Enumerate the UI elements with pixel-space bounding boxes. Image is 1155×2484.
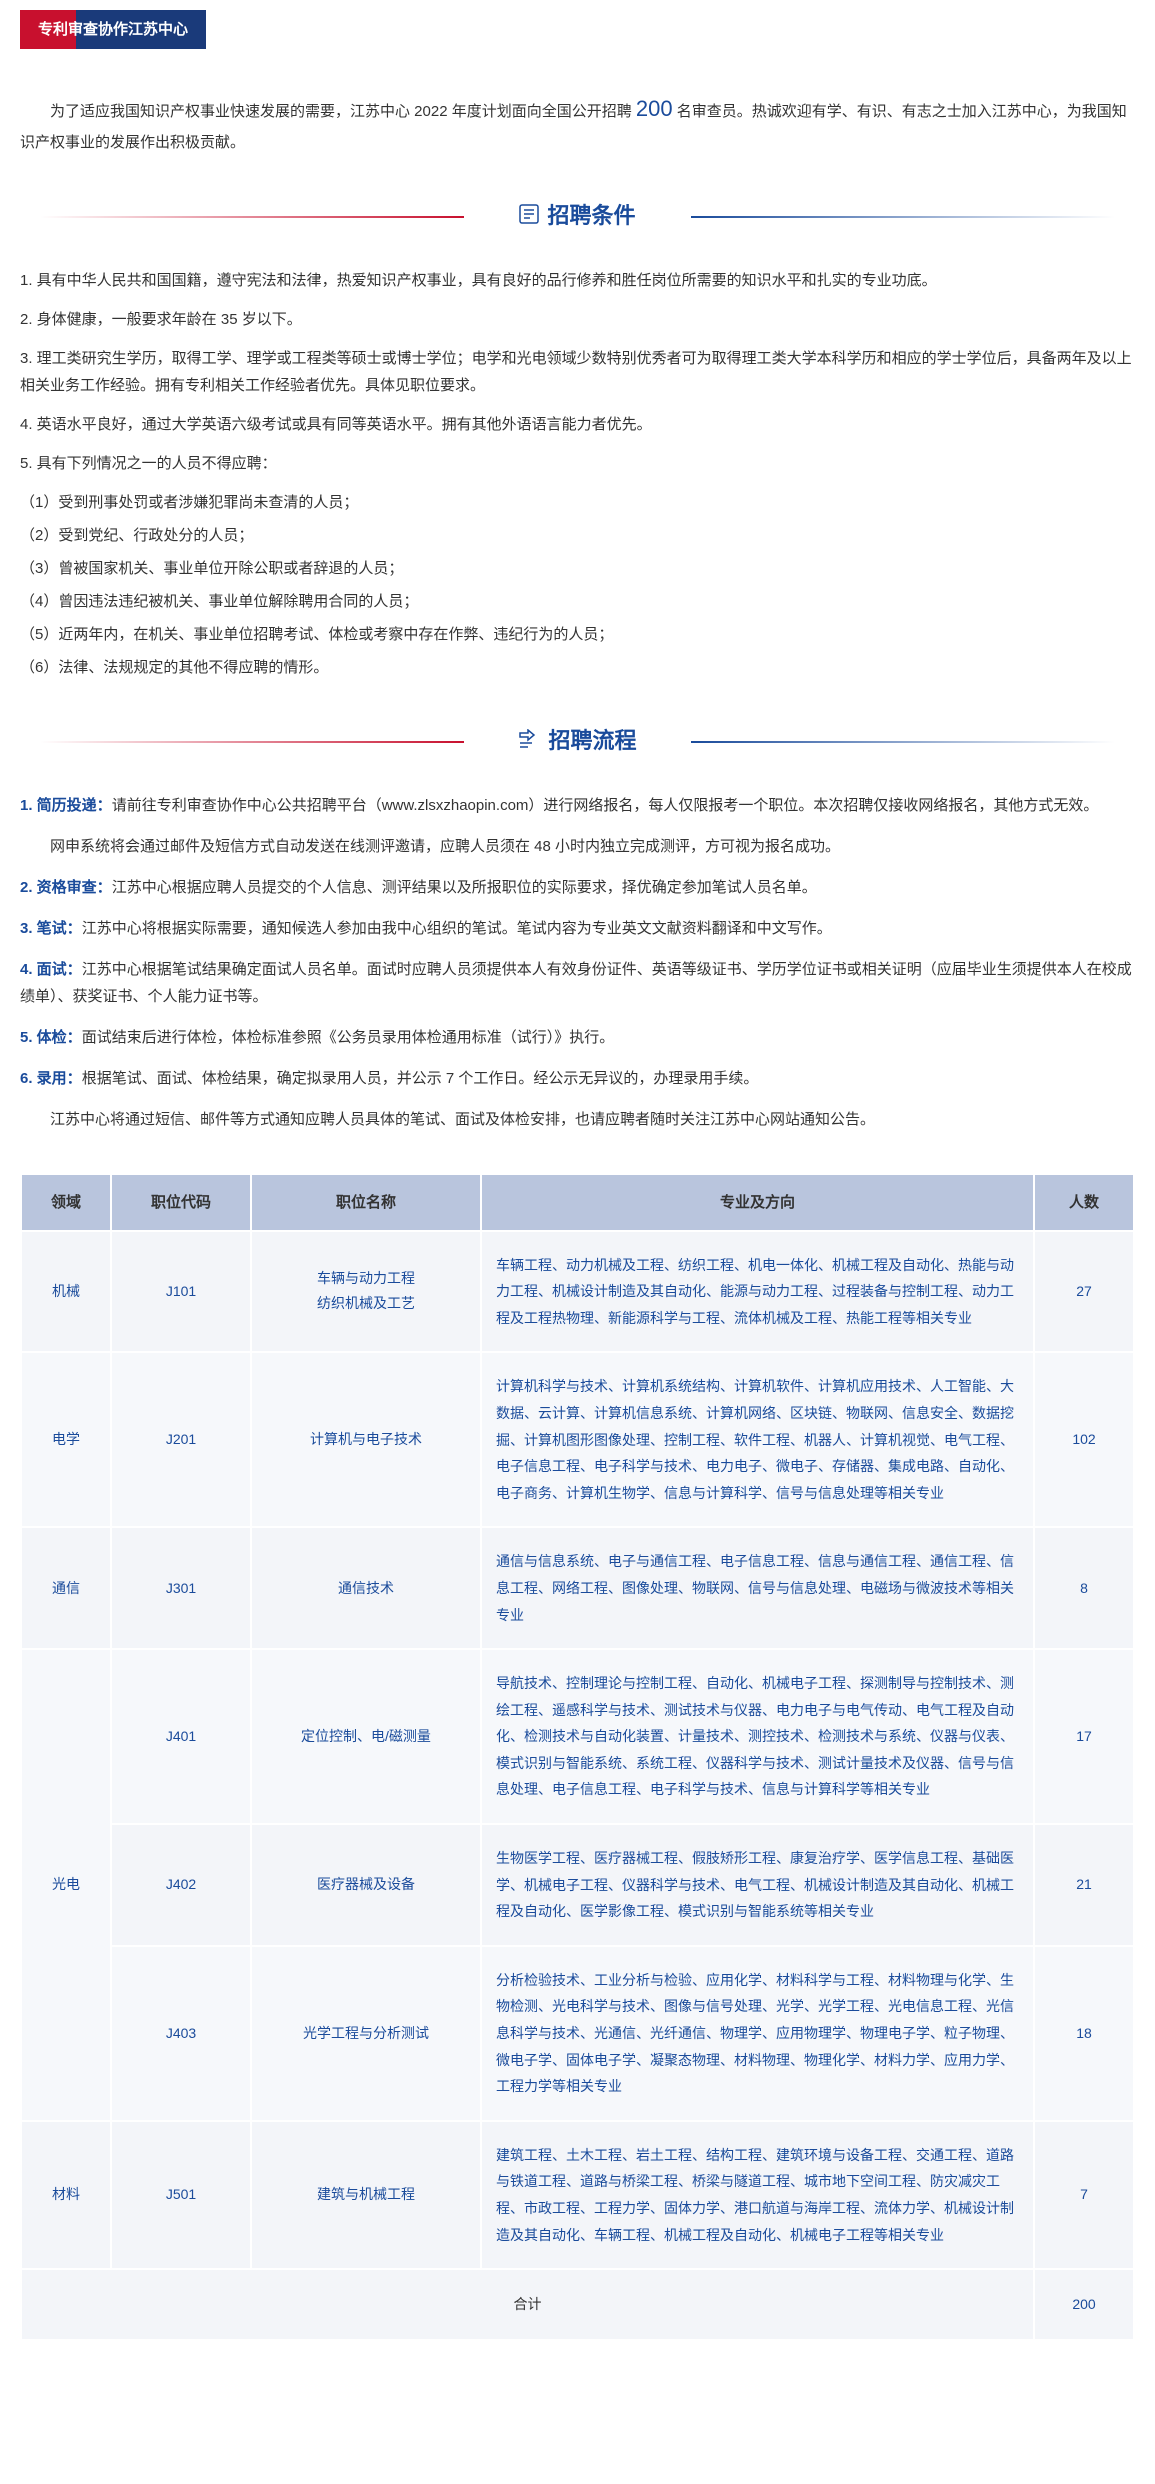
- total-count: 200: [1034, 2269, 1134, 2340]
- cell-major: 生物医学工程、医疗器械工程、假肢矫形工程、康复治疗学、医学信息工程、基础医学、机…: [481, 1824, 1034, 1946]
- cell-major: 建筑工程、土木工程、岩土工程、结构工程、建筑环境与设备工程、交通工程、道路与铁道…: [481, 2121, 1034, 2269]
- cell-major: 分析检验技术、工业分析与检验、应用化学、材料科学与工程、材料物理与化学、生物检测…: [481, 1946, 1034, 2121]
- cell-code: J402: [111, 1824, 251, 1946]
- process-step-1: 1. 简历投递：请前往专利审查协作中心公共招聘平台（www.zlsxzhaopi…: [20, 792, 1135, 819]
- list-icon: [519, 197, 539, 237]
- intro-prefix: 为了适应我国知识产权事业快速发展的需要，江苏中心 2022 年度计划面向全国公开…: [50, 103, 636, 120]
- condition-5-4: （4）曾因违法违纪被机关、事业单位解除聘用合同的人员；: [20, 588, 1135, 615]
- step-1-note: 网申系统将会通过邮件及短信方式自动发送在线测评邀请，应聘人员须在 48 小时内独…: [20, 833, 1135, 860]
- cell-count: 27: [1034, 1231, 1134, 1353]
- intro-number: 200: [636, 96, 673, 121]
- conditions-block: 1. 具有中华人民共和国国籍，遵守宪法和法律，热爱知识产权事业，具有良好的品行修…: [20, 267, 1135, 681]
- cell-code: J403: [111, 1946, 251, 2121]
- intro-paragraph: 为了适应我国知识产权事业快速发展的需要，江苏中心 2022 年度计划面向全国公开…: [20, 89, 1135, 156]
- cell-name-line1: 车辆与动力工程: [266, 1266, 466, 1291]
- process-final-note: 江苏中心将通过短信、邮件等方式通知应聘人员具体的笔试、面试及体检安排，也请应聘者…: [20, 1106, 1135, 1133]
- condition-5-3: （3）曾被国家机关、事业单位开除公职或者辞退的人员；: [20, 555, 1135, 582]
- table-total-row: 合计 200: [21, 2269, 1134, 2340]
- cell-code: J201: [111, 1352, 251, 1527]
- cell-domain: 机械: [21, 1231, 111, 1353]
- step-6-label: 6. 录用：: [20, 1070, 82, 1087]
- table-row: 材料 J501 建筑与机械工程 建筑工程、土木工程、岩土工程、结构工程、建筑环境…: [21, 2121, 1134, 2269]
- cell-count: 21: [1034, 1824, 1134, 1946]
- condition-4: 4. 英语水平良好，通过大学英语六级考试或具有同等英语水平。拥有其他外语语言能力…: [20, 411, 1135, 438]
- cell-count: 18: [1034, 1946, 1134, 2121]
- step-1-text: 请前往专利审查协作中心公共招聘平台（www.zlsxzhaopin.com）进行…: [112, 797, 1099, 814]
- cell-count: 102: [1034, 1352, 1134, 1527]
- cell-count: 8: [1034, 1527, 1134, 1649]
- condition-5-5: （5）近两年内，在机关、事业单位招聘考试、体检或考察中存在作弊、违纪行为的人员；: [20, 621, 1135, 648]
- condition-5-head: 5. 具有下列情况之一的人员不得应聘：: [20, 450, 1135, 477]
- process-step-2: 2. 资格审查：江苏中心根据应聘人员提交的个人信息、测评结果以及所报职位的实际要…: [20, 874, 1135, 901]
- section-process-heading: 招聘流程: [20, 721, 1135, 762]
- step-4-text: 江苏中心根据笔试结果确定面试人员名单。面试时应聘人员须提供本人有效身份证件、英语…: [20, 961, 1132, 1005]
- condition-5-1: （1）受到刑事处罚或者涉嫌犯罪尚未查清的人员；: [20, 489, 1135, 516]
- step-1-label: 1. 简历投递：: [20, 797, 112, 814]
- cell-name-line2: 纺织机械及工艺: [266, 1291, 466, 1316]
- table-row: J402 医疗器械及设备 生物医学工程、医疗器械工程、假肢矫形工程、康复治疗学、…: [21, 1824, 1134, 1946]
- cell-name: 计算机与电子技术: [251, 1352, 481, 1527]
- cell-domain: 光电: [21, 1649, 111, 2121]
- table-row: 电学 J201 计算机与电子技术 计算机科学与技术、计算机系统结构、计算机软件、…: [21, 1352, 1134, 1527]
- positions-table: 领域 职位代码 职位名称 专业及方向 人数 机械 J101 车辆与动力工程 纺织…: [20, 1173, 1135, 2342]
- cell-code: J101: [111, 1231, 251, 1353]
- cell-major: 车辆工程、动力机械及工程、纺织工程、机电一体化、机械工程及自动化、热能与动力工程…: [481, 1231, 1034, 1353]
- process-step-3: 3. 笔试：江苏中心将根据实际需要，通知候选人参加由我中心组织的笔试。笔试内容为…: [20, 915, 1135, 942]
- cell-major: 通信与信息系统、电子与通信工程、电子信息工程、信息与通信工程、通信工程、信息工程…: [481, 1527, 1034, 1649]
- org-badge: 专利审查协作江苏中心: [20, 10, 206, 49]
- cell-domain: 电学: [21, 1352, 111, 1527]
- step-2-label: 2. 资格审查：: [20, 879, 112, 896]
- step-3-text: 江苏中心将根据实际需要，通知候选人参加由我中心组织的笔试。笔试内容为专业英文文献…: [82, 920, 832, 937]
- cell-name: 建筑与机械工程: [251, 2121, 481, 2269]
- section-conditions-heading: 招聘条件: [20, 196, 1135, 237]
- cell-count: 17: [1034, 1649, 1134, 1824]
- table-row: 通信 J301 通信技术 通信与信息系统、电子与通信工程、电子信息工程、信息与通…: [21, 1527, 1134, 1649]
- th-major: 专业及方向: [481, 1174, 1034, 1231]
- step-5-text: 面试结束后进行体检，体检标准参照《公务员录用体检通用标准（试行）》执行。: [82, 1029, 615, 1046]
- condition-1: 1. 具有中华人民共和国国籍，遵守宪法和法律，热爱知识产权事业，具有良好的品行修…: [20, 267, 1135, 294]
- process-step-6: 6. 录用：根据笔试、面试、体检结果，确定拟录用人员，并公示 7 个工作日。经公…: [20, 1065, 1135, 1092]
- cell-code: J501: [111, 2121, 251, 2269]
- table-row: 光电 J401 定位控制、电/磁测量 导航技术、控制理论与控制工程、自动化、机械…: [21, 1649, 1134, 1824]
- process-step-4: 4. 面试：江苏中心根据笔试结果确定面试人员名单。面试时应聘人员须提供本人有效身…: [20, 956, 1135, 1010]
- step-6-text: 根据笔试、面试、体检结果，确定拟录用人员，并公示 7 个工作日。经公示无异议的，…: [82, 1070, 759, 1087]
- cell-name: 定位控制、电/磁测量: [251, 1649, 481, 1824]
- th-domain: 领域: [21, 1174, 111, 1231]
- table-header-row: 领域 职位代码 职位名称 专业及方向 人数: [21, 1174, 1134, 1231]
- section-process-title: 招聘流程: [548, 728, 636, 753]
- step-5-label: 5. 体检：: [20, 1029, 82, 1046]
- condition-5-2: （2）受到党纪、行政处分的人员；: [20, 522, 1135, 549]
- cell-count: 7: [1034, 2121, 1134, 2269]
- condition-3: 3. 理工类研究生学历，取得工学、理学或工程类等硕士或博士学位；电学和光电领域少…: [20, 345, 1135, 399]
- table-row: 机械 J101 车辆与动力工程 纺织机械及工艺 车辆工程、动力机械及工程、纺织工…: [21, 1231, 1134, 1353]
- cell-code: J401: [111, 1649, 251, 1824]
- total-label: 合计: [21, 2269, 1034, 2340]
- process-block: 1. 简历投递：请前往专利审查协作中心公共招聘平台（www.zlsxzhaopi…: [20, 792, 1135, 1133]
- th-code: 职位代码: [111, 1174, 251, 1231]
- th-name: 职位名称: [251, 1174, 481, 1231]
- cell-major: 导航技术、控制理论与控制工程、自动化、机械电子工程、探测制导与控制技术、测绘工程…: [481, 1649, 1034, 1824]
- condition-5-6: （6）法律、法规规定的其他不得应聘的情形。: [20, 654, 1135, 681]
- cell-name: 医疗器械及设备: [251, 1824, 481, 1946]
- cell-name: 车辆与动力工程 纺织机械及工艺: [251, 1231, 481, 1353]
- cell-major: 计算机科学与技术、计算机系统结构、计算机软件、计算机应用技术、人工智能、大数据、…: [481, 1352, 1034, 1527]
- cell-name: 光学工程与分析测试: [251, 1946, 481, 2121]
- cell-domain: 材料: [21, 2121, 111, 2269]
- table-row: J403 光学工程与分析测试 分析检验技术、工业分析与检验、应用化学、材料科学与…: [21, 1946, 1134, 2121]
- section-conditions-title: 招聘条件: [547, 203, 635, 228]
- cell-domain: 通信: [21, 1527, 111, 1649]
- condition-2: 2. 身体健康，一般要求年龄在 35 岁以下。: [20, 306, 1135, 333]
- th-count: 人数: [1034, 1174, 1134, 1231]
- step-4-label: 4. 面试：: [20, 961, 82, 978]
- flow-icon: [518, 722, 540, 762]
- cell-code: J301: [111, 1527, 251, 1649]
- process-step-5: 5. 体检：面试结束后进行体检，体检标准参照《公务员录用体检通用标准（试行）》执…: [20, 1024, 1135, 1051]
- step-3-label: 3. 笔试：: [20, 920, 82, 937]
- cell-name: 通信技术: [251, 1527, 481, 1649]
- step-2-text: 江苏中心根据应聘人员提交的个人信息、测评结果以及所报职位的实际要求，择优确定参加…: [112, 879, 817, 896]
